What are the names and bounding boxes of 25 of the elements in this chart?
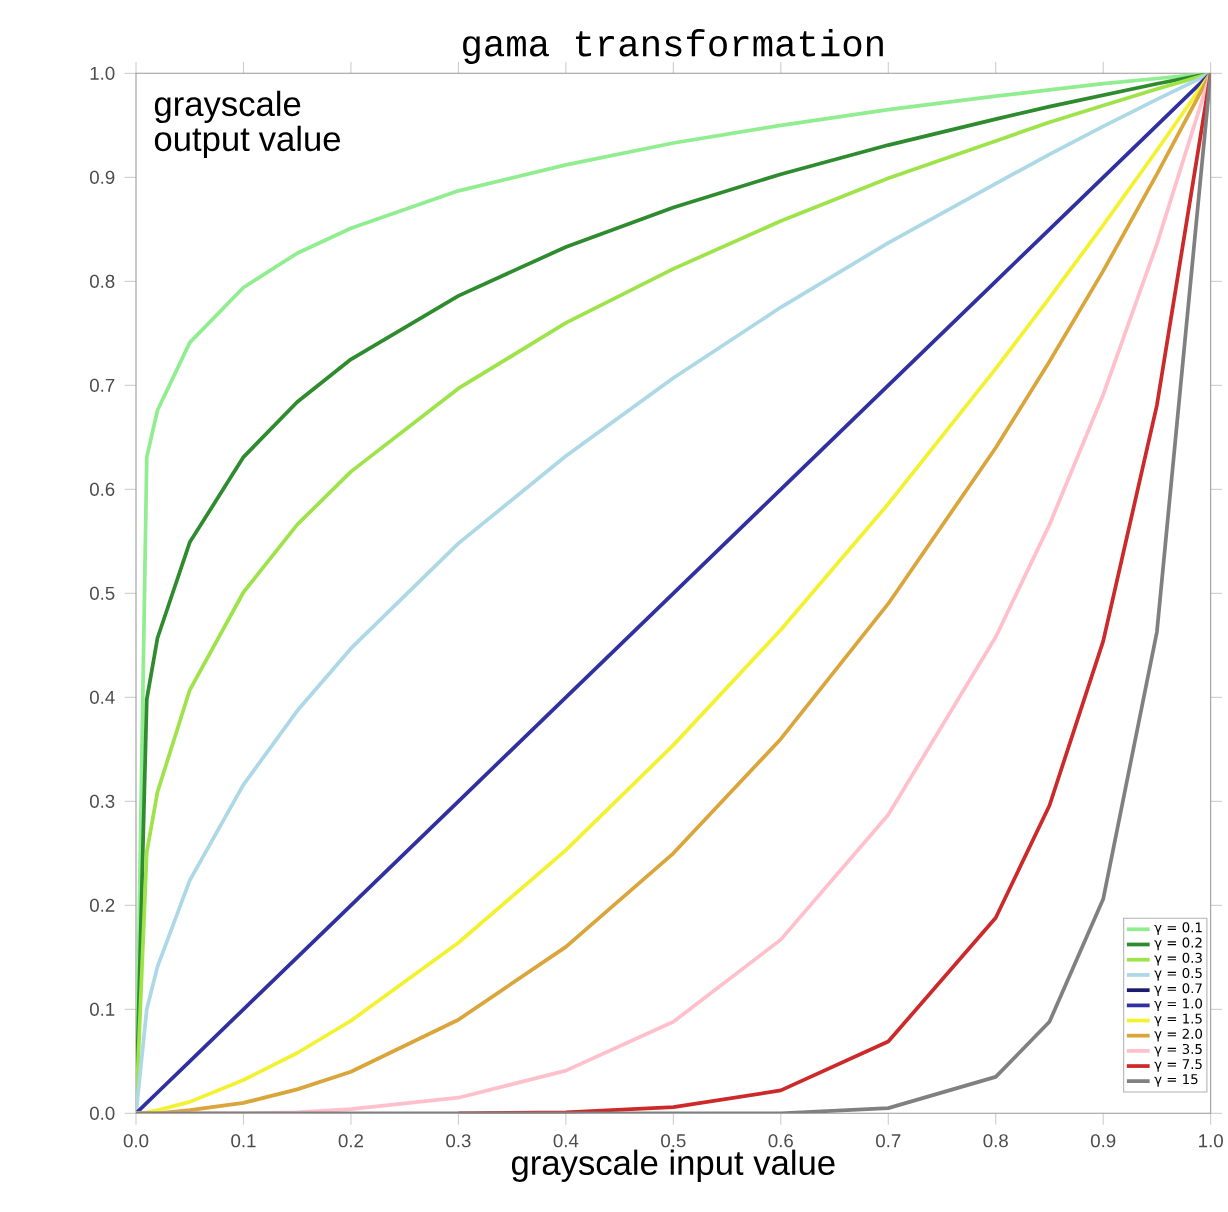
y-tick-label: 0.2 <box>89 898 115 912</box>
x-tick-label: 0.7 <box>876 1134 901 1148</box>
y-tick-label: 0.0 <box>89 1106 115 1120</box>
x-tick-label: 0.1 <box>231 1134 256 1148</box>
x-tick-label: 1.0 <box>1199 1134 1223 1148</box>
x-tick-label: 0.4 <box>553 1134 579 1148</box>
x-tick-label: 0.2 <box>338 1134 363 1148</box>
x-tick-label: 0.9 <box>1090 1134 1116 1148</box>
y-tick-label: 0.5 <box>89 586 115 600</box>
x-axis-title: grayscale input value <box>511 1149 835 1182</box>
x-tick-label: 0.3 <box>446 1134 471 1148</box>
y-tick-label: 0.8 <box>89 274 115 288</box>
x-tick-label: 0.5 <box>661 1134 686 1148</box>
y-tick-label: 0.9 <box>89 170 115 184</box>
chart-title: gama transformation <box>463 29 883 64</box>
y-tick-label: 0.6 <box>89 482 115 496</box>
x-tick-label: 0.6 <box>768 1134 793 1148</box>
y-tick-label: 0.7 <box>89 378 115 392</box>
y-axis-title: grayscale output value <box>154 90 340 159</box>
y-tick-label: 0.1 <box>89 1002 115 1016</box>
x-tick-label: 0.0 <box>123 1134 149 1148</box>
y-tick-label: 0.3 <box>89 794 115 808</box>
x-tick-label: 0.8 <box>983 1134 1008 1148</box>
y-tick-label: 0.4 <box>89 690 115 704</box>
y-tick-label: 1.0 <box>90 66 115 80</box>
